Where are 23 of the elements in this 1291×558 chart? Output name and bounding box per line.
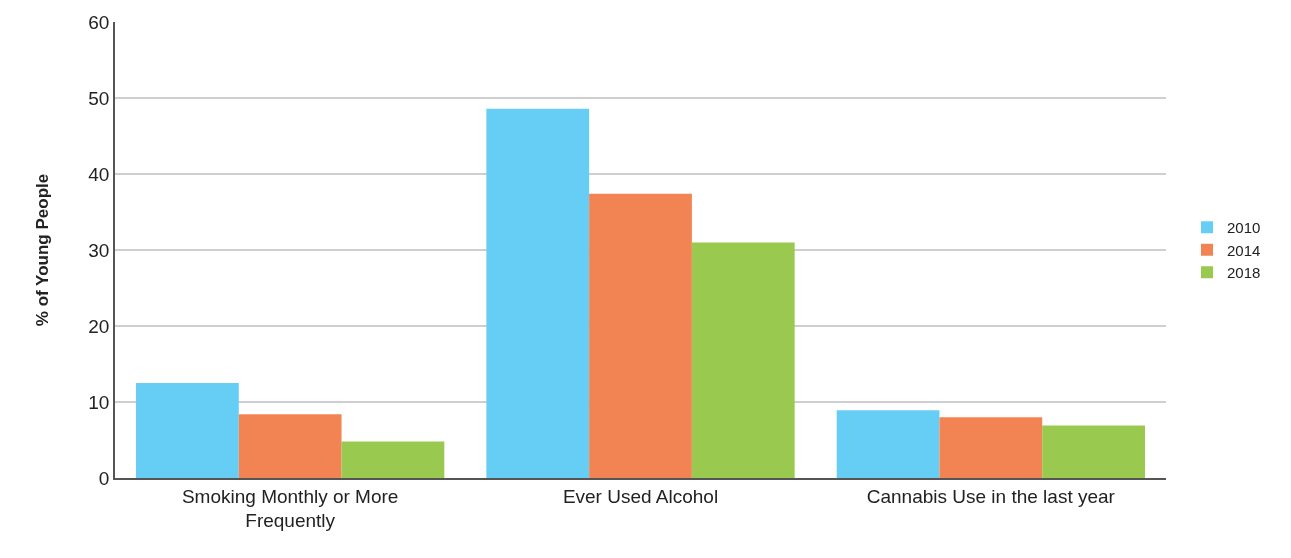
bar bbox=[691, 242, 795, 478]
y-tick-label: 60 bbox=[88, 11, 110, 33]
bar bbox=[1042, 425, 1145, 478]
y-tick-label: 10 bbox=[88, 391, 110, 413]
x-tick-label: Cannabis Use in the last year bbox=[866, 485, 1116, 507]
y-tick-label: 20 bbox=[88, 315, 110, 337]
legend-label: 2018 bbox=[1227, 264, 1261, 282]
y-axis-title: % of Young People bbox=[33, 173, 53, 327]
bar bbox=[341, 441, 445, 478]
bar bbox=[486, 108, 590, 478]
y-tick-label: 40 bbox=[88, 163, 110, 185]
y-tick-label: 50 bbox=[88, 87, 110, 109]
y-tick-label: 30 bbox=[88, 239, 110, 261]
bar bbox=[589, 193, 692, 478]
legend-label: 2014 bbox=[1227, 241, 1261, 259]
x-tick-label: Smoking Monthly or More Frequently bbox=[181, 485, 399, 532]
bar bbox=[939, 417, 1043, 478]
x-tick-label: Ever Used Alcohol bbox=[562, 485, 719, 507]
bar bbox=[238, 414, 342, 478]
legend-label: 2010 bbox=[1227, 219, 1261, 237]
bar bbox=[136, 383, 239, 478]
bar bbox=[836, 410, 940, 478]
y-tick-label: 0 bbox=[98, 467, 110, 489]
